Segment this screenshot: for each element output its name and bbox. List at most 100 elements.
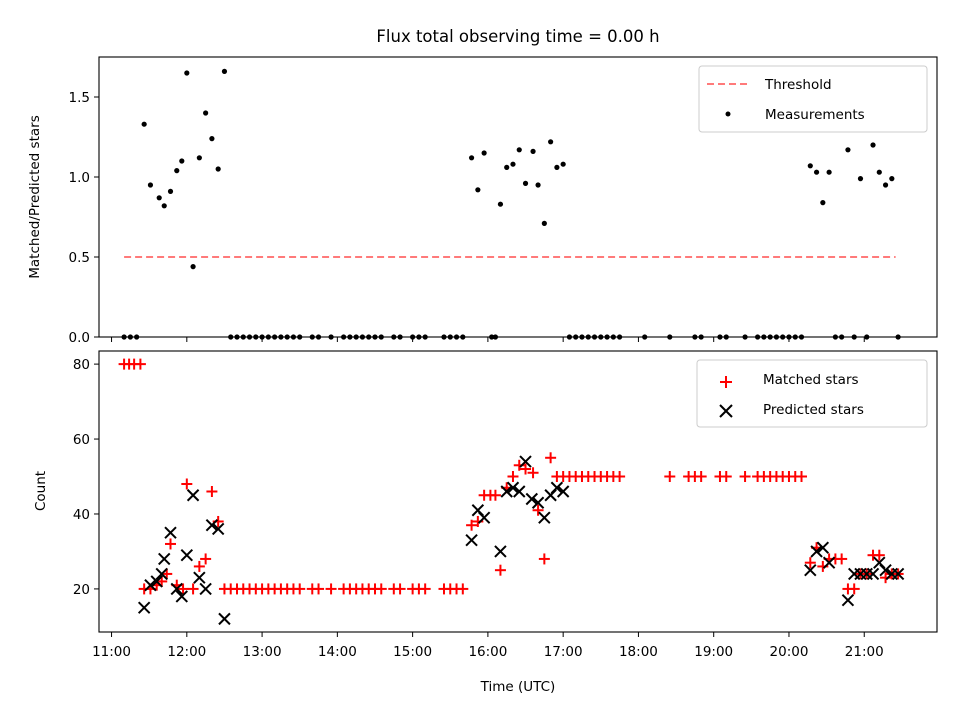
matched-star-point (419, 583, 431, 595)
matched-star-point (532, 504, 544, 516)
matched-star-point (457, 583, 469, 595)
legend-measurements-swatch (725, 111, 731, 117)
bottom-panel-frame (98, 350, 938, 633)
predicted-star-point (841, 593, 855, 607)
measurement-point (481, 150, 487, 156)
predicted-star-point (199, 582, 212, 596)
matched-star-point (489, 489, 501, 501)
measurement-point (468, 155, 475, 161)
bottom-y-axis-label: Count (33, 471, 49, 511)
measurement-point (156, 195, 162, 201)
measurement-point (504, 164, 510, 170)
measurement-point (876, 169, 882, 175)
top-y-axis-label: Matched/Predicted stars (27, 115, 43, 278)
predicted-star-point (525, 492, 539, 506)
top-y-tick-label: 0.5 (69, 250, 90, 266)
top-y-tick-label: 1.0 (69, 170, 90, 186)
measurement-point (209, 136, 215, 142)
measurement-point (820, 200, 826, 206)
predicted-star-point (804, 563, 817, 577)
matched-star-point (294, 583, 306, 595)
measurement-point (510, 161, 516, 167)
x-tick-label: 16:00 (468, 644, 507, 660)
matched-star-point (873, 549, 885, 561)
predicted-star-point (550, 481, 564, 494)
measurement-point (530, 148, 536, 154)
predicted-star-point (150, 575, 163, 588)
measurement-point (857, 176, 864, 182)
matched-star-point (134, 358, 146, 370)
measurement-point (203, 110, 209, 116)
predicted-star-point (513, 485, 526, 498)
predicted-star-point (164, 526, 177, 539)
x-tick-label: 17:00 (544, 644, 583, 660)
predicted-star-point (556, 485, 570, 498)
matched-star-point (695, 471, 707, 483)
matched-star-point (177, 583, 189, 595)
top-panel: 0.0 0.5 1.0 1.5 Matched/Predicted stars Thr… (27, 56, 938, 346)
x-tick-label: 14:00 (318, 644, 357, 660)
predicted-star-point (494, 545, 507, 558)
measurement-point (141, 121, 147, 127)
predicted-star-point (866, 567, 880, 581)
bottom-panel-marks (118, 358, 905, 626)
measurement-point (535, 182, 541, 188)
measurement-point (497, 201, 504, 207)
legend-matched-label: Matched stars (763, 372, 859, 388)
predicted-star-point (477, 511, 491, 524)
matched-star-point (796, 471, 808, 483)
predicted-star-point (538, 511, 551, 524)
matched-star-point (165, 538, 177, 550)
matched-star-point (804, 557, 816, 569)
bottom-legend: Matched stars Predicted stars (696, 359, 928, 428)
x-axis-label: Time (UTC) (480, 679, 556, 695)
matched-star-point (206, 486, 218, 497)
measurement-point (807, 163, 813, 169)
predicted-star-point (186, 489, 200, 502)
matched-star-point (313, 583, 325, 595)
measurement-point (845, 147, 851, 153)
predicted-star-point (211, 522, 225, 536)
matched-star-point (527, 467, 539, 479)
matched-star-point (375, 583, 387, 595)
matched-star-point (614, 471, 626, 483)
measurement-point (554, 164, 560, 170)
predicted-star-point (519, 455, 532, 468)
predicted-star-point (465, 533, 478, 547)
measurement-point (190, 264, 196, 270)
matched-star-point (466, 519, 478, 531)
predicted-star-point (506, 481, 520, 494)
matched-star-point (664, 471, 676, 483)
x-tick-label: 13:00 (243, 644, 282, 660)
measurement-point (826, 169, 832, 175)
legend-predicted-label: Predicted stars (763, 402, 864, 418)
matched-star-point (193, 560, 205, 572)
bottom-y-tick-label: 80 (73, 357, 90, 373)
x-tick-label: 19:00 (694, 644, 733, 660)
measurement-point (161, 203, 167, 209)
measurement-point (870, 142, 876, 148)
predicted-star-point (218, 612, 231, 626)
predicted-star-point (531, 496, 545, 509)
top-panel-frame (98, 56, 938, 338)
matched-star-point (394, 583, 406, 595)
matched-star-point (720, 471, 732, 483)
measurement-point (813, 169, 820, 175)
x-tick-label: 20:00 (770, 644, 809, 660)
predicted-star-point (810, 545, 823, 558)
measurement-point (196, 155, 202, 161)
top-y-tick-label: 0.0 (69, 330, 90, 346)
bottom-y-tick-label: 60 (73, 432, 90, 448)
chart-title: Flux total observing time = 0.00 h (376, 27, 659, 46)
bottom-y-tick-label: 40 (73, 507, 90, 523)
top-legend: Threshold Measurements (698, 65, 928, 133)
top-panel-axes: 0.0 0.5 1.0 1.5 (69, 90, 865, 346)
predicted-star-point (180, 548, 194, 562)
top-legend-box (698, 65, 928, 133)
predicted-star-point (816, 541, 830, 554)
matched-star-point (187, 583, 199, 595)
matched-star-point (325, 583, 337, 595)
bottom-panel: 20 40 60 80 11:00 12:00 13:00 14:00 15:00 16:00 17… (33, 350, 938, 695)
x-tick-label: 12:00 (167, 644, 206, 660)
